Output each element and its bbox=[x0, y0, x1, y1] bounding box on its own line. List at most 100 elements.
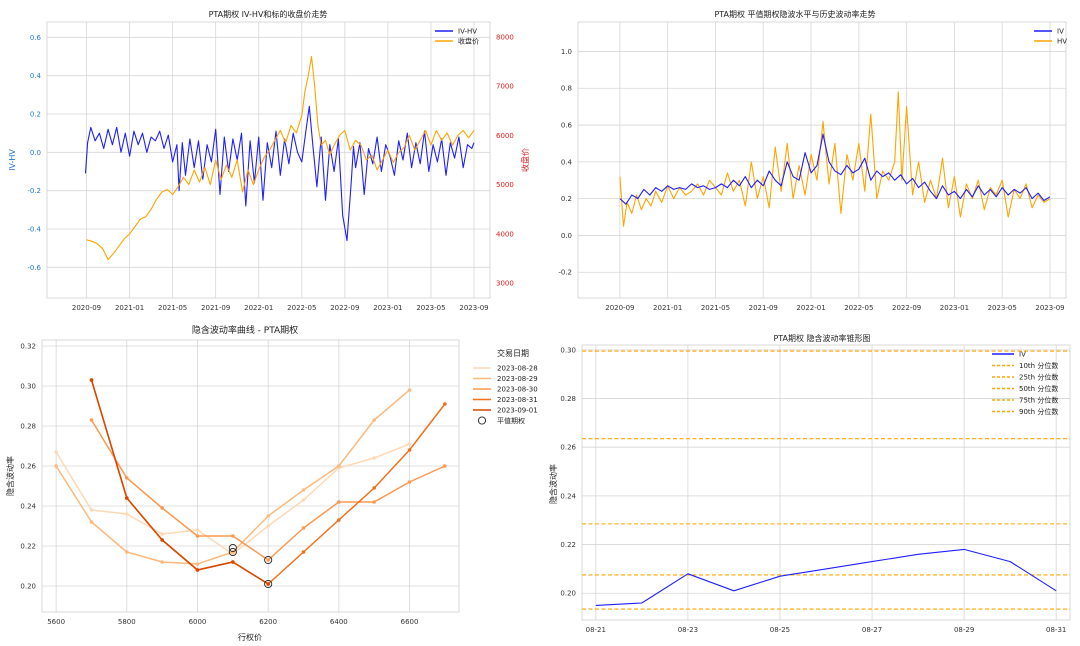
x-tick-label: 08-27 bbox=[862, 626, 882, 634]
chart-title: 隐含波动率曲线 - PTA期权 bbox=[192, 324, 298, 336]
data-point bbox=[266, 582, 270, 586]
legend-label: 2023-08-30 bbox=[497, 386, 538, 394]
y-tick-label: 0.30 bbox=[560, 346, 576, 354]
legend-title: 交易日期 bbox=[497, 348, 529, 358]
x-tick-label: 2023-05 bbox=[988, 304, 1017, 312]
data-point bbox=[160, 538, 164, 542]
legend-label: 25th 分位数 bbox=[1019, 373, 1058, 382]
y2-tick-label: 5000 bbox=[496, 181, 514, 189]
data-point bbox=[89, 508, 94, 512]
x-tick-label: 2023-05 bbox=[416, 304, 445, 312]
x-tick-label: 6200 bbox=[259, 618, 277, 626]
y-tick-label: 0.24 bbox=[560, 492, 576, 500]
plot-frame bbox=[577, 21, 1067, 299]
y-tick-label: 0.8 bbox=[561, 85, 572, 93]
x-tick-label: 2022-05 bbox=[844, 304, 873, 312]
data-point bbox=[443, 464, 447, 468]
chart-title: PTA期权 隐含波动率锥形图 bbox=[773, 333, 870, 343]
x-tick-label: 2022-01 bbox=[244, 304, 273, 312]
y-tick-label: 0.22 bbox=[20, 543, 36, 551]
data-point bbox=[301, 498, 306, 502]
x-tick-label: 2022-05 bbox=[287, 304, 316, 312]
y-tick-label: -0.6 bbox=[27, 264, 41, 272]
y2-tick-label: 3000 bbox=[496, 280, 514, 288]
y-tick-label: 0.6 bbox=[30, 34, 42, 42]
x-tick-label: 5800 bbox=[118, 618, 136, 626]
data-point bbox=[337, 518, 341, 522]
data-point bbox=[195, 562, 200, 566]
data-point bbox=[195, 528, 200, 532]
data-point bbox=[160, 532, 164, 536]
y-tick-label: 0.0 bbox=[30, 149, 41, 157]
legend-atm-swatch bbox=[477, 416, 487, 425]
data-point bbox=[372, 418, 376, 422]
x-tick-label: 2021-09 bbox=[749, 304, 778, 312]
legend-label: IV bbox=[1019, 351, 1026, 359]
y-tick-label: 0.28 bbox=[20, 423, 36, 431]
panel-iv-cone: PTA期权 隐含波动率锥形图 08-21 08-23 08-25 08-27 08-29… bbox=[548, 333, 1071, 634]
data-point bbox=[89, 520, 94, 524]
legend-label: HV bbox=[1057, 38, 1067, 46]
y-tick-label: -0.4 bbox=[27, 226, 41, 234]
legend-label: 10th 分位数 bbox=[1019, 361, 1058, 370]
x-tick-label: 2021-09 bbox=[201, 304, 230, 312]
data-point bbox=[125, 512, 129, 516]
data-point bbox=[301, 550, 306, 554]
legend-label: IV bbox=[1057, 28, 1064, 36]
y-tick-label: 0.28 bbox=[560, 395, 576, 403]
data-point bbox=[89, 378, 94, 382]
plot-area: 2020-09 2021-01 2021-05 2021-09 2022-01 2022-… bbox=[558, 22, 1067, 312]
data-point bbox=[231, 560, 235, 564]
y-axis-label: IV-HV bbox=[8, 149, 17, 171]
legend-label: 2023-08-29 bbox=[497, 375, 538, 383]
y2-tick-label: 8000 bbox=[496, 33, 514, 41]
legend-label: 平值期权 bbox=[497, 416, 525, 425]
data-point bbox=[54, 450, 58, 454]
data-point bbox=[125, 476, 129, 480]
series-line-IV bbox=[619, 133, 1051, 205]
data-point bbox=[160, 506, 164, 510]
x-axis-label: 行权价 bbox=[238, 632, 262, 642]
data-point bbox=[337, 500, 341, 504]
y-tick-label: 0.32 bbox=[20, 343, 36, 351]
x-tick-label: 6000 bbox=[189, 618, 207, 626]
x-tick-label: 6400 bbox=[330, 618, 348, 626]
x-tick-label: 2023-01 bbox=[373, 304, 402, 312]
y-tick-label: 0.2 bbox=[561, 195, 572, 203]
y-tick-label: 0.6 bbox=[561, 122, 573, 130]
y-tick-label: 0.24 bbox=[20, 503, 36, 511]
y-tick-label: 1.0 bbox=[561, 48, 572, 56]
series-line-收盘价 bbox=[86, 55, 475, 261]
series-line-IV-HV bbox=[84, 105, 475, 242]
x-tick-label: 5600 bbox=[47, 618, 65, 626]
x-tick-label: 2020-09 bbox=[605, 304, 634, 312]
data-point bbox=[407, 480, 412, 484]
y2-axis-label: 收盘价 bbox=[520, 148, 530, 172]
data-point bbox=[372, 456, 376, 460]
y-tick-label: 0.2 bbox=[30, 111, 41, 119]
data-point bbox=[125, 496, 129, 500]
x-tick-label: 2023-09 bbox=[459, 304, 488, 312]
data-point bbox=[372, 500, 376, 504]
panel-atm-iv-hv: PTA期权 平值期权隐波水平与历史波动率走势 2020-09 2021-01 202… bbox=[558, 9, 1067, 312]
x-tick-label: 08-29 bbox=[954, 626, 974, 634]
x-tick-label: 2023-01 bbox=[940, 304, 969, 312]
x-tick-label: 08-23 bbox=[678, 626, 698, 634]
x-tick-label: 2021-01 bbox=[115, 304, 144, 312]
data-point bbox=[160, 560, 164, 564]
data-point bbox=[266, 524, 270, 528]
data-point bbox=[407, 448, 412, 452]
y-tick-label: 0.26 bbox=[20, 463, 36, 471]
series-line-IV bbox=[595, 548, 1057, 606]
legend-label: 50th 分位数 bbox=[1019, 384, 1058, 393]
panel-iv-hv-close: PTA期权 IV-HV和标的收盘价走势 2020-09 2021-01 2021-0… bbox=[8, 9, 530, 312]
y-tick-label: -0.2 bbox=[558, 269, 572, 277]
x-tick-label: 2021-05 bbox=[701, 304, 730, 312]
chart-title: PTA期权 IV-HV和标的收盘价走势 bbox=[209, 9, 328, 19]
x-tick-label: 2021-01 bbox=[653, 304, 682, 312]
y-tick-label: 0.4 bbox=[561, 158, 573, 166]
y-axis-label: 隐含波动率 bbox=[5, 456, 15, 496]
atm-marker bbox=[264, 579, 273, 589]
data-point bbox=[407, 388, 412, 392]
y-tick-label: 0.20 bbox=[560, 590, 576, 598]
